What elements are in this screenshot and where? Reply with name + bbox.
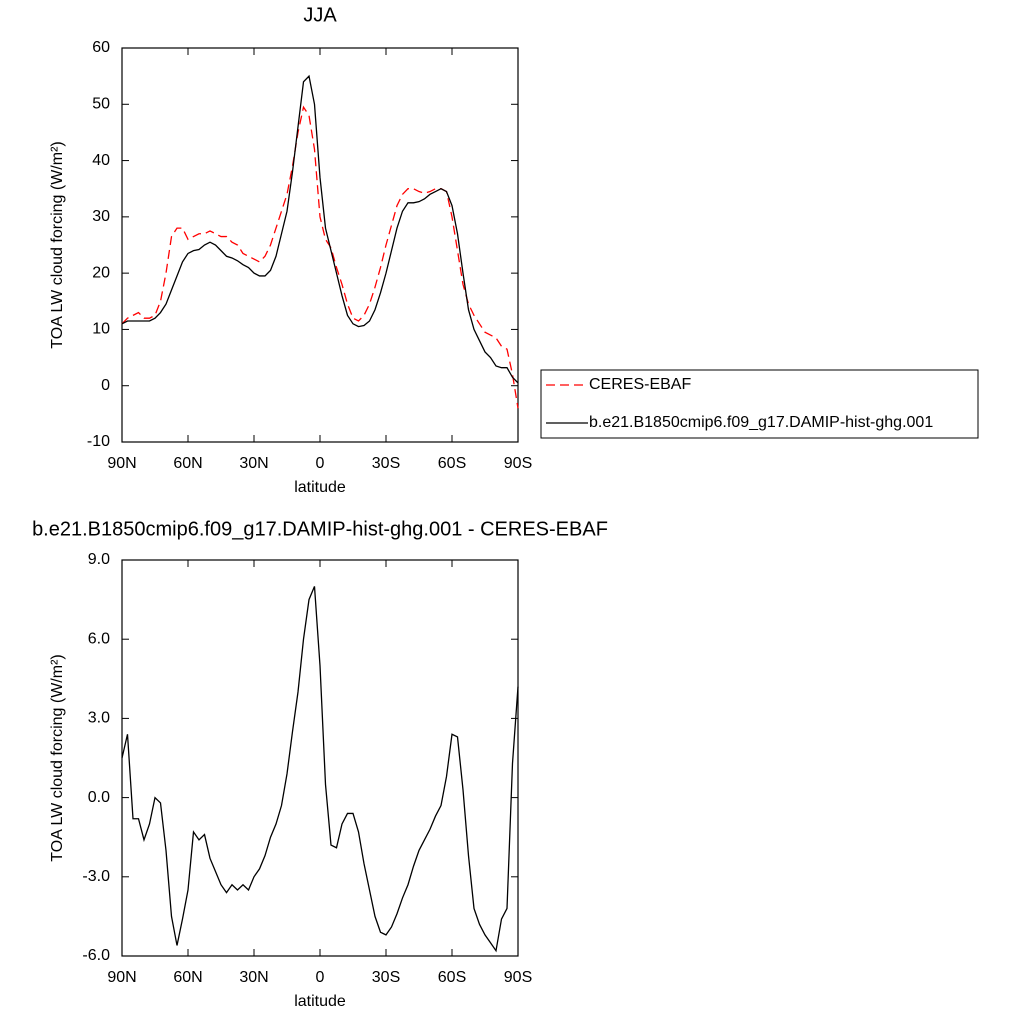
x-tick-label: 30S <box>372 969 400 986</box>
y-tick-label: -6.0 <box>82 947 110 964</box>
x-tick-label: 60S <box>438 455 466 472</box>
y-axis-label: TOA LW cloud forcing (W/m²) <box>49 141 66 348</box>
legend-label: CERES-EBAF <box>589 376 691 393</box>
y-tick-label: 60 <box>92 39 110 56</box>
x-tick-label: 0 <box>316 455 325 472</box>
x-tick-label: 0 <box>316 969 325 986</box>
x-tick-label: 60N <box>173 969 202 986</box>
y-tick-label: 50 <box>92 96 110 113</box>
x-tick-label: 30S <box>372 455 400 472</box>
y-tick-label: 30 <box>92 208 110 225</box>
legend-box <box>540 369 979 439</box>
panel: JJA -10 0 10 20 30 40 50 60 90N 60N 30N 0 30S 60S 90S la… <box>49 4 979 496</box>
data-line <box>121 105 519 409</box>
panel: b.e21.B1850cmip6.f09_g17.DAMIP-hist-ghg.… <box>32 518 608 1010</box>
plot-frame <box>121 559 519 957</box>
y-tick-label: 0.0 <box>88 789 110 806</box>
chart-title: b.e21.B1850cmip6.f09_g17.DAMIP-hist-ghg.… <box>32 518 608 540</box>
x-tick-label: 90S <box>504 455 532 472</box>
x-tick-label: 30N <box>239 969 268 986</box>
y-axis-label: TOA LW cloud forcing (W/m²) <box>49 654 66 861</box>
y-tick-label: 0 <box>101 377 110 394</box>
y-tick-label: 6.0 <box>88 630 110 647</box>
data-line <box>121 74 519 384</box>
legend-label: b.e21.B1850cmip6.f09_g17.DAMIP-hist-ghg.… <box>589 414 933 431</box>
chart-title: JJA <box>303 4 337 26</box>
x-axis-label: latitude <box>294 993 346 1010</box>
x-tick-label: 30N <box>239 455 268 472</box>
y-tick-label: 10 <box>92 321 110 338</box>
y-tick-label: 20 <box>92 264 110 281</box>
y-tick-label: 3.0 <box>88 710 110 727</box>
y-tick-label: 9.0 <box>88 551 110 568</box>
x-tick-label: 90S <box>504 969 532 986</box>
data-line <box>121 586 519 953</box>
x-tick-label: 60N <box>173 455 202 472</box>
x-tick-label: 90N <box>107 455 136 472</box>
y-tick-label: 40 <box>92 152 110 169</box>
x-tick-label: 60S <box>438 969 466 986</box>
x-axis-label: latitude <box>294 479 346 496</box>
y-tick-label: -3.0 <box>82 868 110 885</box>
y-tick-label: -10 <box>87 433 110 450</box>
x-tick-label: 90N <box>107 969 136 986</box>
